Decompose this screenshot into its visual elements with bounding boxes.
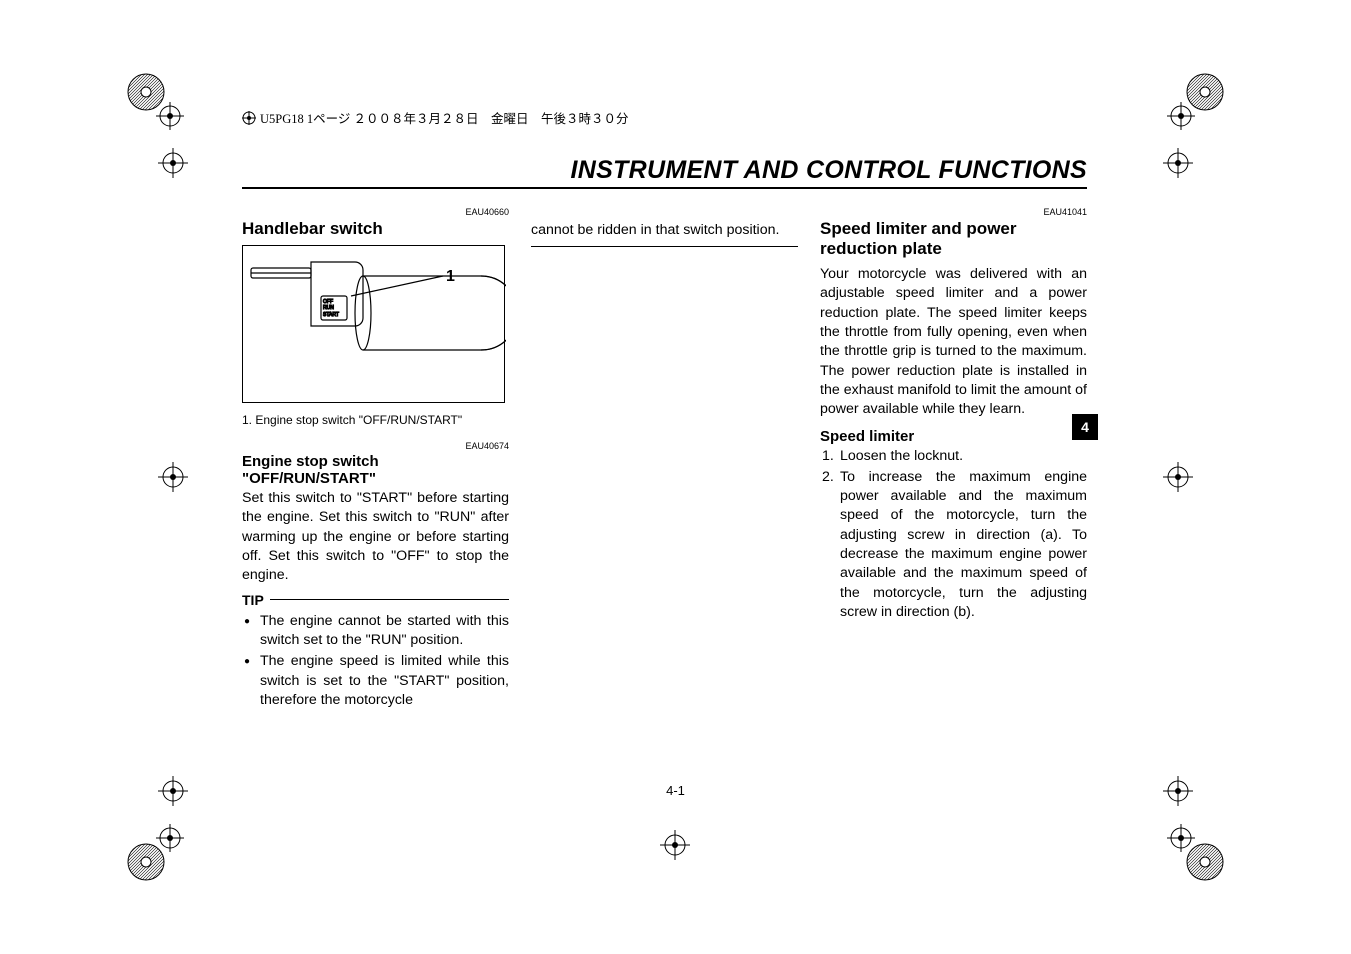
list-item: 2. To increase the maximum engine power a…: [820, 468, 1087, 623]
tip-list: The engine cannot be started with this s…: [242, 612, 509, 711]
list-number: 1.: [822, 447, 834, 466]
registration-mark: [158, 148, 188, 178]
crop-mark-tr: [1167, 72, 1225, 130]
columns: EAU40660 Handlebar switch OFF: [242, 207, 1087, 712]
column-2: cannot be ridden in that switch position…: [531, 207, 798, 712]
figure-handlebar-switch: OFF RUN START 1: [242, 245, 505, 403]
svg-text:START: START: [323, 312, 339, 318]
registration-mark: [660, 830, 690, 860]
tip-label: TIP: [242, 592, 264, 608]
svg-text:RUN: RUN: [323, 305, 334, 311]
paragraph: Your motorcycle was delivered with an ad…: [820, 265, 1087, 420]
ref-code: EAU41041: [820, 207, 1087, 217]
heading-speed-limiter: Speed limiter and power reduction plate: [820, 219, 1087, 259]
chapter-tab: 4: [1072, 414, 1098, 440]
section-title: INSTRUMENT AND CONTROL FUNCTIONS: [242, 156, 1087, 185]
heading-handlebar-switch: Handlebar switch: [242, 219, 509, 239]
paragraph: Set this switch to "START" before starti…: [242, 489, 509, 586]
list-number: 2.: [822, 468, 834, 487]
crop-mark-br: [1167, 824, 1225, 882]
heading-speed-limiter-sub: Speed limiter: [820, 428, 1087, 445]
registration-mark: [1163, 148, 1193, 178]
ref-code: EAU40674: [242, 441, 509, 451]
registration-mark: [158, 462, 188, 492]
section-title-row: INSTRUMENT AND CONTROL FUNCTIONS: [242, 156, 1087, 189]
column-3: EAU41041 Speed limiter and power reducti…: [820, 207, 1087, 712]
list-item: The engine cannot be started with this s…: [242, 612, 509, 651]
list-item-text: Loosen the locknut.: [840, 448, 963, 464]
ref-code: EAU40660: [242, 207, 509, 217]
crop-mark-bl: [126, 824, 184, 882]
list-item: 1. Loosen the locknut.: [820, 447, 1087, 466]
page-number: 4-1: [0, 783, 1351, 798]
figure-caption: 1. Engine stop switch "OFF/RUN/START": [242, 413, 509, 427]
tip-header: TIP: [242, 592, 509, 608]
content-area: INSTRUMENT AND CONTROL FUNCTIONS EAU4066…: [242, 156, 1087, 712]
registration-mark: [1163, 462, 1193, 492]
paragraph: cannot be ridden in that switch position…: [531, 221, 798, 240]
page: U5PG18 1ページ ２００８年３月２８日 金曜日 午後３時３０分 INSTR…: [0, 0, 1351, 954]
column-1: EAU40660 Handlebar switch OFF: [242, 207, 509, 712]
chapter-tab-number: 4: [1081, 419, 1089, 435]
file-meta: U5PG18 1ページ ２００８年３月２８日 金曜日 午後３時３０分: [242, 108, 629, 127]
list-item-text: The engine speed is limited while this s…: [260, 653, 509, 708]
heading-engine-stop-switch: Engine stop switch "OFF/RUN/START": [242, 453, 509, 487]
file-meta-text: U5PG18 1ページ ２００８年３月２８日 金曜日 午後３時３０分: [260, 112, 629, 126]
tip-end-rule: [531, 246, 798, 247]
numbered-list: 1. Loosen the locknut. 2. To increase the …: [820, 447, 1087, 623]
list-item-text: The engine cannot be started with this s…: [260, 613, 509, 648]
crop-mark-tl: [126, 72, 184, 130]
list-item: The engine speed is limited while this s…: [242, 652, 509, 710]
tip-rule: [270, 599, 509, 600]
figure-callout-1: 1: [446, 268, 455, 286]
list-item-text: To increase the maximum engine power ava…: [840, 469, 1087, 620]
